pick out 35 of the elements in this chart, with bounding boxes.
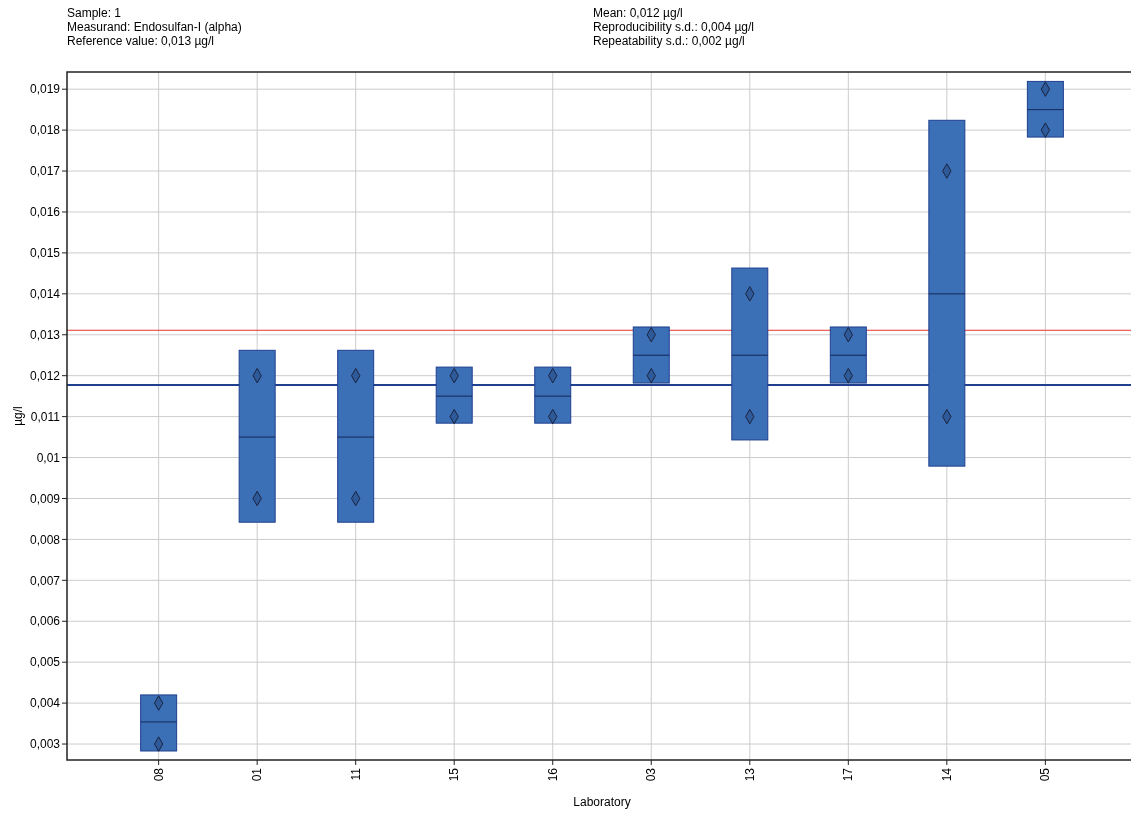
text: Reference value: 0,013 µg/l bbox=[67, 34, 215, 48]
y-tick-label: 0,013 bbox=[29, 327, 61, 342]
y-axis-title: µg/l bbox=[11, 406, 25, 426]
y-tick-label: 0,018 bbox=[29, 123, 61, 138]
x-tick-label: 08 bbox=[151, 767, 166, 782]
y-tick-label: 0,008 bbox=[29, 532, 61, 547]
y-tick-label: 0,017 bbox=[29, 164, 61, 179]
y-tick-label: 0,004 bbox=[29, 696, 61, 711]
y-tick-label: 0,011 bbox=[30, 409, 61, 424]
x-tick-label: 14 bbox=[939, 767, 954, 782]
y-tick-label: 0,01 bbox=[36, 450, 61, 465]
text: Reproducibility s.d.: 0,004 µg/l bbox=[593, 20, 754, 34]
x-tick-label: 15 bbox=[447, 767, 462, 782]
x-tick-label: 05 bbox=[1038, 767, 1053, 782]
text: Mean: 0,012 µg/l bbox=[593, 6, 683, 20]
text: Sample: 1 bbox=[67, 6, 122, 20]
y-tick-label: 0,009 bbox=[29, 491, 61, 506]
x-tick-label: 03 bbox=[644, 767, 659, 782]
y-tick-label: 0,005 bbox=[29, 655, 61, 670]
text: Measurand: Endosulfan-I (alpha) bbox=[67, 20, 242, 34]
x-tick-label: 17 bbox=[841, 767, 856, 782]
x-axis-title: Laboratory bbox=[573, 795, 631, 809]
y-tick-label: 0,003 bbox=[29, 737, 61, 752]
x-tick-label: 16 bbox=[545, 767, 560, 782]
y-tick-label: 0,014 bbox=[29, 287, 61, 302]
y-tick-label: 0,019 bbox=[29, 82, 61, 97]
y-tick-label: 0,006 bbox=[29, 614, 61, 629]
y-tick-label: 0,007 bbox=[29, 573, 61, 588]
y-tick-label: 0,016 bbox=[29, 205, 61, 220]
x-tick-label: 13 bbox=[742, 767, 757, 782]
y-tick-label: 0,012 bbox=[29, 368, 61, 383]
x-tick-label: 11 bbox=[348, 767, 363, 781]
text: Repeatability s.d.: 0,002 µg/l bbox=[593, 34, 745, 48]
x-tick-label: 01 bbox=[250, 767, 265, 782]
y-tick-label: 0,015 bbox=[29, 246, 61, 261]
